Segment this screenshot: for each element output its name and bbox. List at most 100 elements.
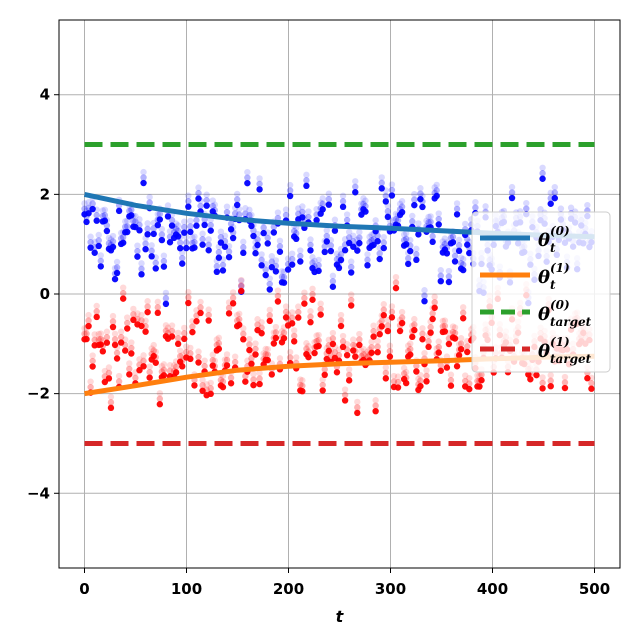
scatter-point-0-faint — [425, 213, 432, 221]
scatter-point-1 — [413, 368, 420, 375]
scatter-point-0-faint — [421, 287, 428, 294]
scatter-point-0-faint — [185, 192, 192, 199]
scatter-point-0 — [254, 241, 261, 249]
scatter-point-0-faint — [319, 195, 326, 202]
scatter-point-0-faint — [183, 239, 190, 246]
scatter-point-0-faint — [388, 181, 396, 188]
scatter-point-1-faint — [329, 335, 337, 342]
scatter-point-0-faint — [264, 229, 271, 236]
scatter-point-1-faint — [122, 341, 129, 349]
scatter-point-1 — [384, 327, 392, 335]
scatter-point-1 — [343, 351, 351, 359]
scatter-point-1 — [411, 326, 418, 334]
scatter-point-0-faint — [398, 198, 406, 205]
scatter-point-1 — [223, 362, 231, 369]
scatter-point-0 — [207, 227, 214, 234]
scatter-point-0-faint — [130, 218, 137, 225]
scatter-point-1-faint — [87, 383, 94, 391]
scatter-point-1-faint — [368, 344, 375, 351]
scatter-point-0-faint — [227, 220, 235, 228]
legend-sup-target1: (1) — [550, 335, 570, 349]
scatter-point-1 — [378, 323, 385, 330]
scatter-point-1 — [372, 407, 379, 415]
scatter-point-0-faint — [339, 192, 347, 200]
scatter-point-1-faint — [111, 330, 119, 338]
scatter-point-1-faint — [105, 369, 113, 377]
scatter-point-0-faint — [217, 233, 225, 241]
scatter-point-0-faint — [179, 249, 186, 256]
scatter-point-0-faint — [191, 233, 198, 240]
scatter-point-1-faint — [411, 315, 418, 323]
scatter-point-1-faint — [138, 317, 145, 324]
scatter-point-1 — [317, 311, 324, 318]
scatter-point-0-faint — [148, 242, 155, 249]
scatter-point-1-faint — [284, 311, 292, 318]
scatter-point-0-faint — [411, 196, 418, 203]
scatter-point-1-faint — [293, 354, 300, 361]
scatter-point-0-faint — [433, 187, 440, 194]
scatter-point-1-faint — [384, 322, 392, 329]
scatter-point-1-faint — [240, 330, 247, 338]
scatter-point-1-faint — [168, 327, 176, 335]
scatter-point-1 — [89, 363, 96, 370]
scatter-point-0-faint — [358, 200, 365, 207]
scatter-point-1 — [321, 371, 328, 379]
scatter-point-1 — [459, 315, 467, 322]
scatter-point-0-faint — [343, 211, 351, 218]
scatter-point-1-faint — [126, 365, 133, 373]
scatter-point-0-faint — [185, 198, 192, 205]
scatter-point-1-faint — [176, 347, 184, 355]
scatter-point-0-faint — [290, 227, 298, 235]
scatter-point-1 — [451, 335, 459, 342]
scatter-point-1-faint — [343, 341, 351, 348]
scatter-point-1-faint — [352, 347, 359, 355]
scatter-point-0-faint — [441, 240, 449, 248]
scatter-point-0-faint — [136, 216, 143, 223]
scatter-point-1 — [209, 362, 216, 369]
scatter-point-0-faint — [101, 212, 109, 219]
scatter-point-1-faint — [368, 338, 375, 346]
scatter-point-1 — [333, 369, 341, 376]
scatter-point-0-faint — [205, 236, 212, 243]
scatter-point-1-faint — [117, 333, 125, 341]
scatter-point-1 — [168, 333, 176, 340]
scatter-point-1-faint — [303, 345, 310, 352]
scatter-point-1-faint — [144, 303, 151, 310]
scatter-point-1-faint — [315, 337, 322, 344]
scatter-point-0 — [276, 248, 284, 255]
scatter-point-1-faint — [134, 310, 141, 317]
scatter-point-1-faint — [138, 311, 145, 319]
scatter-point-0 — [270, 229, 278, 236]
scatter-point-1 — [525, 371, 532, 378]
scatter-point-1 — [246, 346, 253, 354]
scatter-point-1 — [290, 338, 298, 345]
scatter-point-1-faint — [160, 366, 168, 374]
scatter-point-1-faint — [303, 340, 310, 347]
scatter-point-1-faint — [382, 369, 390, 377]
scatter-point-0-faint — [103, 216, 111, 224]
scatter-point-0-faint — [415, 220, 422, 227]
scatter-point-1 — [250, 381, 257, 389]
scatter-point-1 — [419, 336, 426, 343]
scatter-point-1-faint — [166, 362, 174, 369]
scatter-point-0-faint — [160, 257, 168, 265]
scatter-point-1-faint — [315, 331, 322, 339]
scatter-point-1-faint — [286, 354, 294, 361]
scatter-point-0-faint — [311, 257, 318, 265]
scatter-point-0-faint — [356, 228, 363, 236]
scatter-point-1-faint — [299, 377, 306, 384]
scatter-point-1 — [240, 336, 247, 343]
scatter-point-1 — [368, 349, 375, 356]
scatter-point-1 — [150, 352, 157, 360]
scatter-point-0 — [97, 263, 104, 270]
scatter-point-0 — [252, 250, 259, 257]
scatter-point-1-faint — [158, 362, 166, 370]
scatter-point-0-faint — [209, 197, 216, 204]
scatter-point-1-faint — [374, 338, 381, 345]
scatter-point-0-faint — [472, 198, 479, 206]
scatter-point-1-faint — [213, 336, 221, 343]
scatter-point-1-faint — [478, 371, 485, 378]
scatter-point-0 — [187, 228, 194, 236]
scatter-point-1-faint — [117, 328, 125, 335]
scatter-point-1-faint — [126, 360, 133, 367]
